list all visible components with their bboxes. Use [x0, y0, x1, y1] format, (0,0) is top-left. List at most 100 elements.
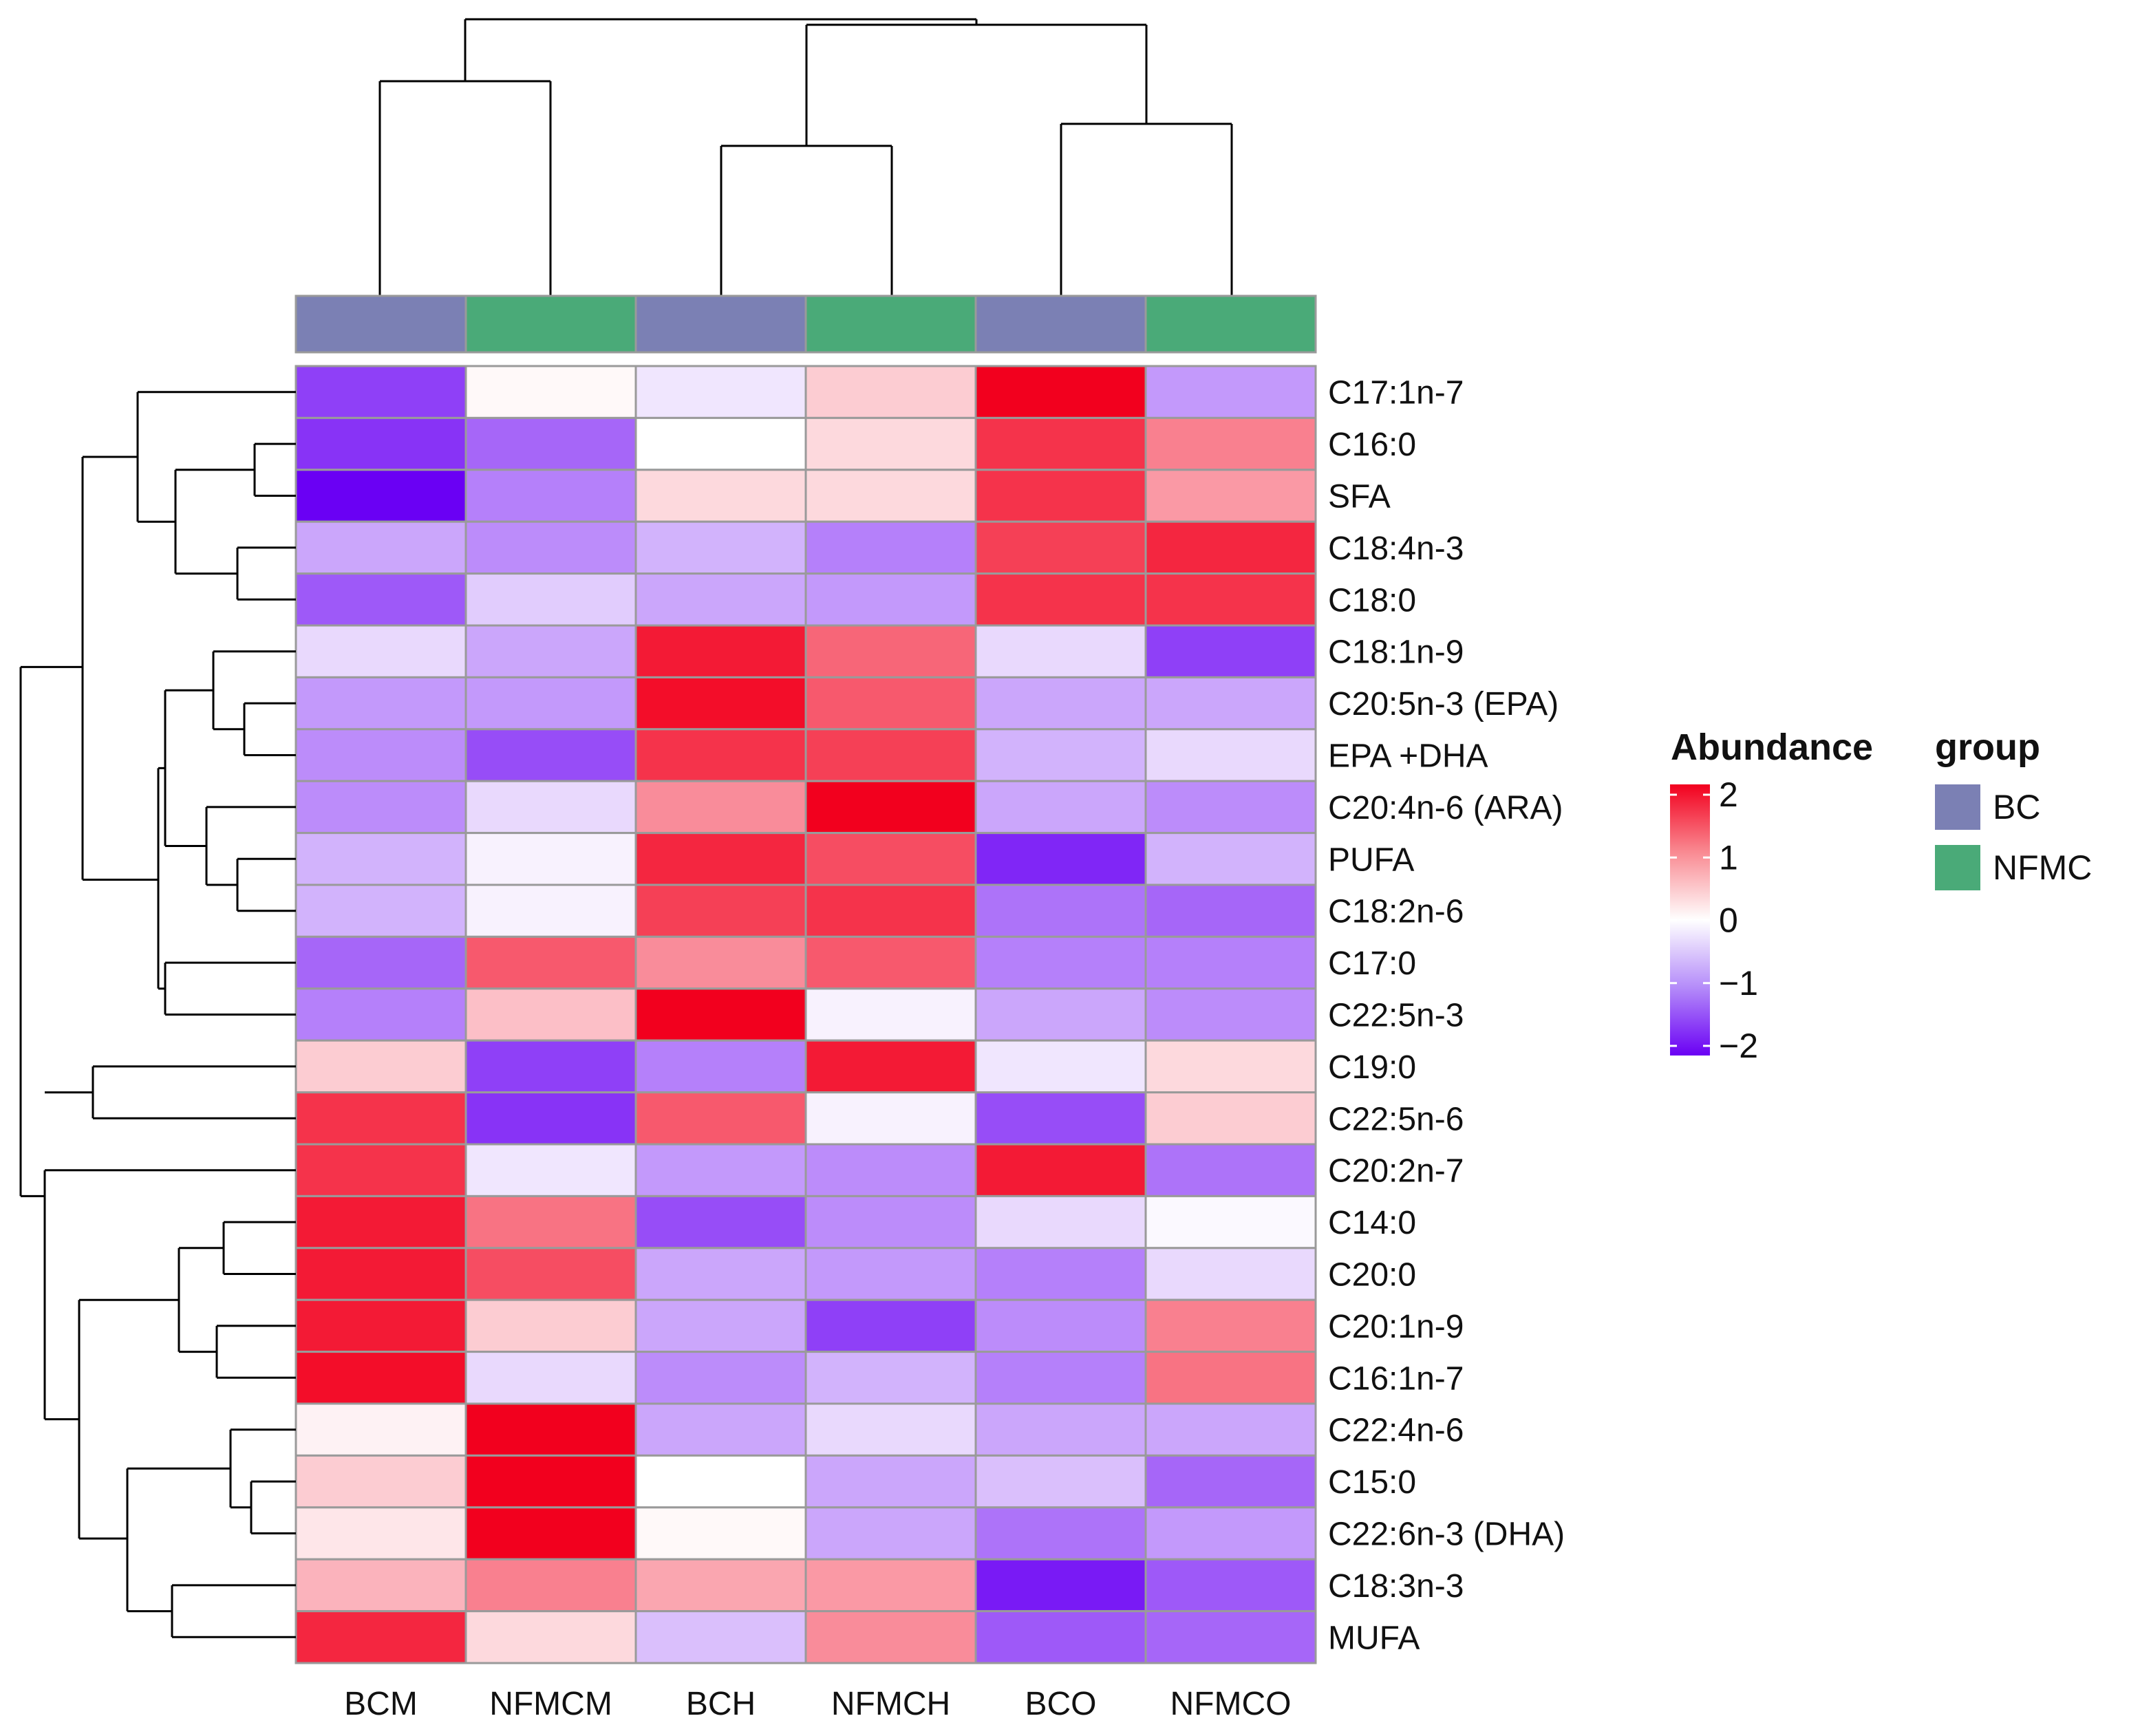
row-label: C14:0	[1328, 1205, 1416, 1241]
heatmap-cell	[1144, 1558, 1317, 1613]
heatmap-cell	[804, 728, 977, 782]
heatmap-cell	[804, 1247, 977, 1301]
heatmap-cell	[634, 1194, 807, 1250]
legend-tick-label: −1	[1719, 964, 1758, 1003]
heatmap-cell	[1144, 780, 1317, 835]
heatmap-cell	[974, 469, 1147, 523]
heatmap-cell	[464, 469, 637, 523]
group-legend-label: NFMC	[1993, 848, 2092, 887]
group-bar-cell	[295, 294, 467, 354]
heatmap-cell	[804, 1194, 977, 1250]
row-label: C15:0	[1328, 1464, 1416, 1501]
heatmap-cell	[634, 624, 807, 678]
heatmap-cell	[464, 572, 637, 627]
row-label: C20:0	[1328, 1257, 1416, 1294]
row-label: C20:5n-3 (EPA)	[1328, 686, 1559, 722]
heatmap-cell	[974, 780, 1147, 835]
heatmap-cell	[974, 365, 1147, 419]
heatmap-cell	[634, 520, 807, 575]
heatmap-cell	[464, 1506, 637, 1561]
row-label: C18:4n-3	[1328, 531, 1464, 567]
heatmap-cell	[974, 883, 1147, 938]
heatmap-cell	[974, 1194, 1147, 1250]
heatmap-cell	[295, 520, 467, 575]
row-label: C19:0	[1328, 1049, 1416, 1086]
row-label: C17:1n-7	[1328, 375, 1464, 411]
legend-tick-label: 0	[1719, 901, 1738, 940]
heatmap-cell	[464, 1091, 637, 1146]
row-label: PUFA	[1328, 842, 1414, 878]
heatmap-cell	[634, 676, 807, 731]
heatmap-cell	[295, 676, 467, 731]
heatmap-cell	[1144, 1402, 1317, 1457]
heatmap-cell	[634, 935, 807, 990]
heatmap-cell	[295, 1247, 467, 1301]
legend-tick-label: 2	[1719, 775, 1738, 814]
heatmap-cell	[974, 624, 1147, 678]
heatmap-cell	[1144, 1506, 1317, 1561]
heatmap-cell	[464, 935, 637, 990]
row-dendrogram	[19, 391, 296, 1638]
heatmap-cell	[804, 1091, 977, 1146]
heatmap-cell	[634, 728, 807, 782]
row-label: C18:0	[1328, 582, 1416, 619]
heatmap-cell	[634, 1506, 807, 1561]
heatmap-cell	[974, 676, 1147, 731]
heatmap-cell	[974, 1039, 1147, 1094]
group-legend-swatch	[1935, 784, 1980, 830]
heatmap-cell	[295, 1506, 467, 1561]
heatmap-cell	[974, 1402, 1147, 1457]
row-label: C20:4n-6 (ARA)	[1328, 790, 1563, 826]
heatmap-cell	[634, 365, 807, 419]
heatmap-cell	[804, 1143, 977, 1197]
heatmap-cell	[464, 676, 637, 731]
heatmap-cell	[295, 365, 467, 419]
heatmap-cell	[974, 520, 1147, 575]
heatmap-cell	[634, 1298, 807, 1353]
row-label: SFA	[1328, 479, 1391, 515]
heatmap-cell	[804, 572, 977, 627]
row-label: C22:4n-6	[1328, 1413, 1464, 1449]
heatmap-cell	[804, 520, 977, 575]
heatmap-cell	[295, 1454, 467, 1509]
group-legend-label: BC	[1993, 788, 2040, 826]
heatmap-cell	[974, 1247, 1147, 1301]
heatmap-cell	[464, 365, 637, 419]
heatmap-cell	[1144, 935, 1317, 990]
heatmap-cell	[804, 1454, 977, 1509]
heatmap-cell	[804, 1402, 977, 1457]
column-label: BCM	[344, 1686, 418, 1722]
heatmap-cell	[634, 883, 807, 938]
heatmap-cell	[464, 728, 637, 782]
heatmap-cell	[804, 416, 977, 471]
row-label: C20:1n-9	[1328, 1309, 1464, 1345]
heatmap-cell	[1144, 1298, 1317, 1353]
heatmap-cell	[634, 1558, 807, 1613]
heatmap-cell	[464, 883, 637, 938]
heatmap-cell	[634, 572, 807, 627]
heatmap-cell	[804, 469, 977, 523]
column-label: BCH	[686, 1686, 756, 1722]
heatmap-cell	[804, 1351, 977, 1405]
heatmap-cell	[295, 935, 467, 990]
row-labels: C17:1n-7 C16:0 SFA C18:4n-3 C18:0 C18:1n-9 C20…	[1328, 375, 1565, 1657]
group-legend-swatch	[1935, 845, 1980, 890]
heatmap-cell	[295, 987, 467, 1042]
column-dendrogram	[378, 18, 1233, 296]
heatmap-cells	[295, 365, 1317, 1664]
heatmap-cell	[1144, 883, 1317, 938]
heatmap-cell	[804, 1506, 977, 1561]
heatmap-cell	[974, 1506, 1147, 1561]
column-label: NFMCM	[489, 1686, 612, 1722]
column-label: BCO	[1025, 1686, 1096, 1722]
legend-tick-label: −2	[1719, 1027, 1758, 1065]
heatmap-cell	[804, 676, 977, 731]
group-legend: group BC NFMC	[1935, 727, 2092, 890]
heatmap-cell	[634, 1143, 807, 1197]
heatmap-cell	[1144, 1610, 1317, 1664]
heatmap-cell	[974, 1091, 1147, 1146]
heatmap-cell	[634, 469, 807, 523]
heatmap-cell	[464, 1039, 637, 1094]
row-label: C18:1n-9	[1328, 634, 1464, 671]
heatmap-cell	[1144, 987, 1317, 1042]
